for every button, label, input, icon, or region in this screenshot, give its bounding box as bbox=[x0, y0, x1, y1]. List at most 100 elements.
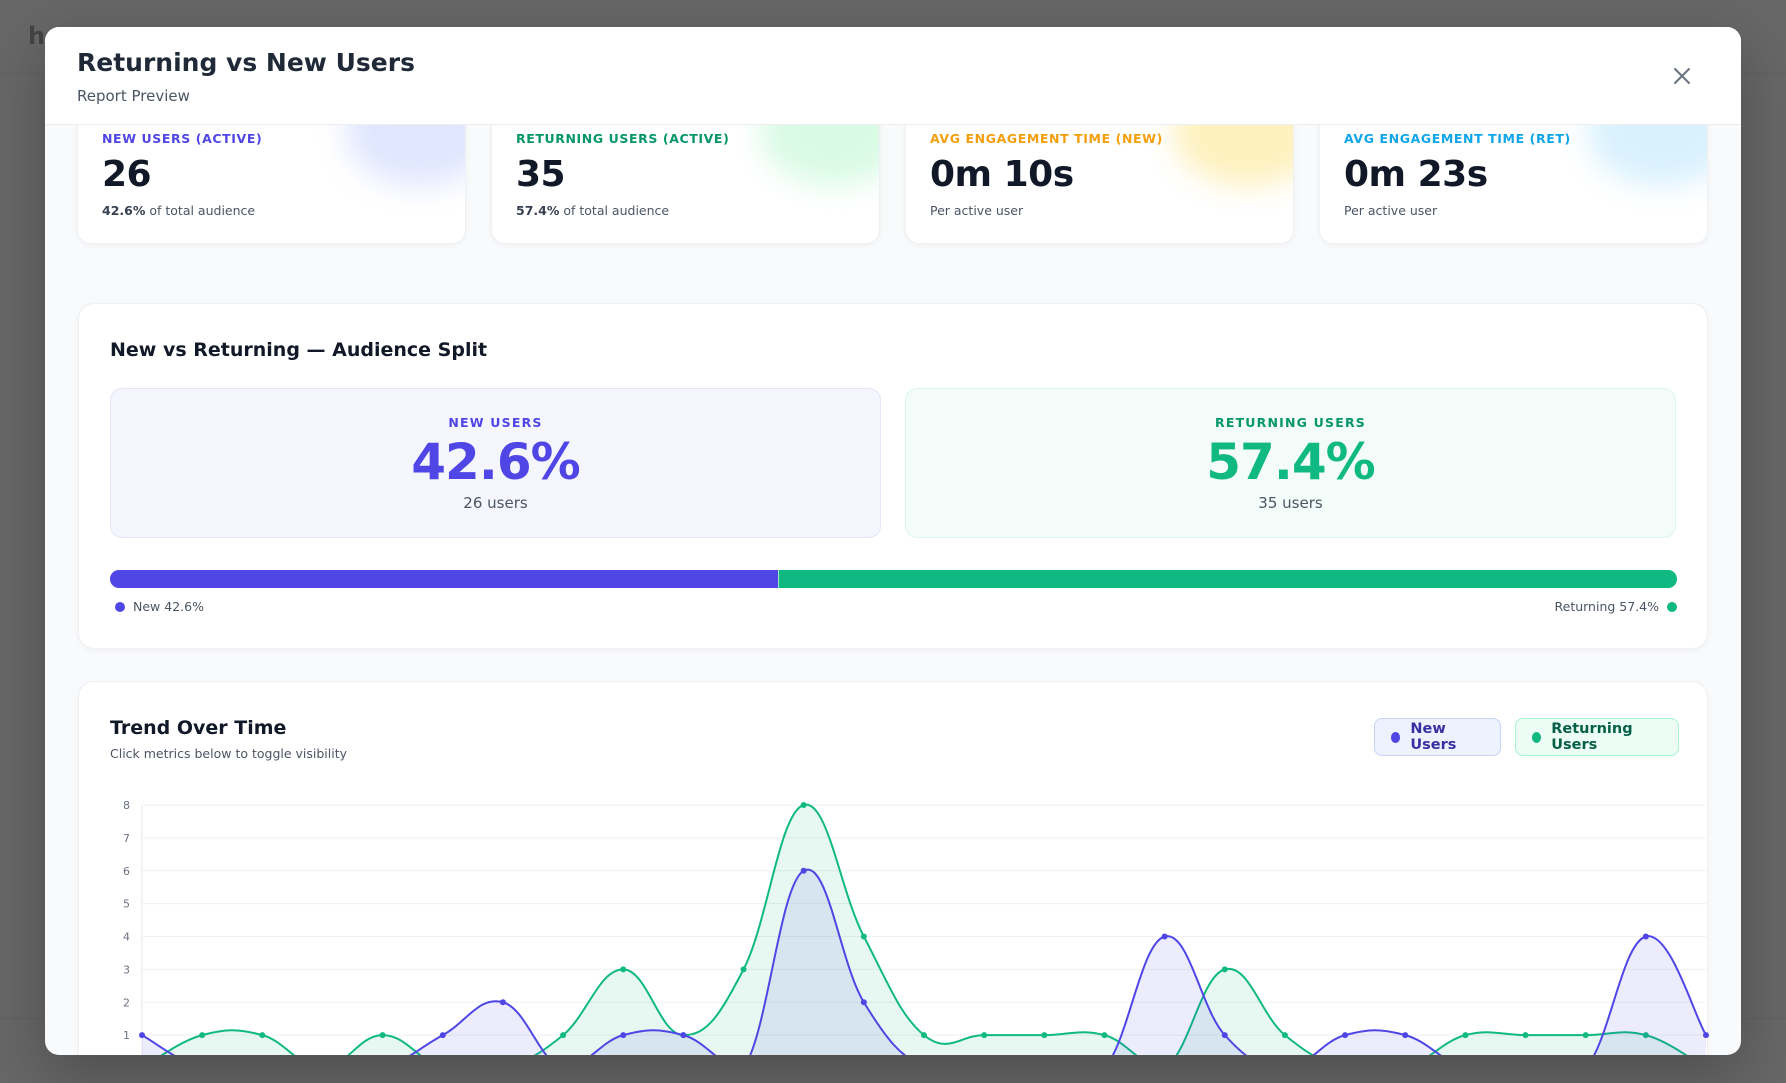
returning-users-point bbox=[620, 966, 627, 973]
stat-note: 57.4% of total audience bbox=[516, 203, 669, 218]
returning-users-point bbox=[1041, 1032, 1048, 1039]
returning-users-point bbox=[860, 933, 867, 940]
y-tick-label: 7 bbox=[123, 832, 130, 845]
y-tick-label: 6 bbox=[123, 865, 130, 878]
new-users-split-count: 26 users bbox=[463, 494, 528, 512]
bar-legend-returning-label: Returning 57.4% bbox=[1554, 599, 1660, 614]
toggle-returning-users-button[interactable]: Returning Users bbox=[1515, 718, 1679, 756]
returning-users-dot-icon bbox=[1532, 731, 1542, 743]
stat-note-text: Per active user bbox=[930, 203, 1024, 218]
returning-users-point bbox=[921, 1032, 927, 1039]
stat-label: AVG ENGAGEMENT TIME (RET) bbox=[1344, 131, 1571, 146]
returning-users-point bbox=[740, 966, 747, 973]
bar-legend-new-label: New 42.6% bbox=[133, 599, 204, 614]
y-tick-label: 1 bbox=[123, 1029, 130, 1042]
toggle-new-users-label: New Users bbox=[1410, 721, 1457, 753]
returning-users-point bbox=[199, 1032, 206, 1039]
returning-users-area bbox=[162, 804, 1686, 1055]
stat-note-percent: 42.6% bbox=[102, 203, 146, 218]
trend-subtitle: Click metrics below to toggle visibility bbox=[110, 746, 348, 761]
new-users-dot-icon bbox=[1391, 731, 1401, 743]
bar-legend-returning: Returning 57.4% bbox=[1554, 599, 1677, 614]
bar-divider bbox=[778, 570, 779, 588]
modal-header: Returning vs New Users Report Preview bbox=[45, 27, 1741, 125]
modal-title: Returning vs New Users bbox=[77, 48, 415, 77]
trend-panel: Trend Over Time Click metrics below to t… bbox=[78, 681, 1709, 1055]
card-glow bbox=[759, 125, 879, 186]
stat-card-returning-users: RETURNING USERS (ACTIVE) 35 57.4% of tot… bbox=[491, 125, 880, 244]
trend-title: Trend Over Time bbox=[110, 717, 287, 739]
returning-users-point bbox=[1642, 1032, 1649, 1039]
new-users-point bbox=[439, 1032, 446, 1039]
new-users-split-box: NEW USERS 42.6% 26 users bbox=[110, 388, 881, 538]
new-users-dot-icon bbox=[115, 601, 125, 612]
returning-users-point bbox=[1582, 1032, 1589, 1039]
returning-users-point bbox=[1101, 1032, 1108, 1039]
modal-subtitle: Report Preview bbox=[77, 87, 190, 105]
new-users-point bbox=[139, 1032, 145, 1039]
stat-label: NEW USERS (ACTIVE) bbox=[102, 131, 263, 146]
y-tick-label: 8 bbox=[123, 799, 130, 812]
stat-note: 42.6% of total audience bbox=[102, 203, 255, 218]
stat-card-engagement-returning: AVG ENGAGEMENT TIME (RET) 0m 23s Per act… bbox=[1319, 125, 1708, 244]
returning-users-split-box: RETURNING USERS 57.4% 35 users bbox=[905, 388, 1676, 538]
returning-users-bar-segment bbox=[778, 570, 1677, 588]
close-icon bbox=[1674, 68, 1690, 84]
stat-label: AVG ENGAGEMENT TIME (NEW) bbox=[930, 131, 1163, 146]
audience-split-bar bbox=[110, 570, 1677, 588]
returning-users-point bbox=[1462, 1032, 1469, 1039]
stat-note: Per active user bbox=[930, 203, 1023, 218]
stat-card-new-users: NEW USERS (ACTIVE) 26 42.6% of total aud… bbox=[77, 125, 466, 244]
new-users-point bbox=[860, 999, 867, 1006]
card-glow bbox=[1587, 125, 1707, 186]
returning-users-point bbox=[800, 802, 807, 808]
close-button[interactable] bbox=[1667, 61, 1697, 91]
toggle-returning-users-label: Returning Users bbox=[1551, 721, 1633, 753]
returning-users-point bbox=[1221, 966, 1228, 973]
trend-chart[interactable]: 012345678 bbox=[79, 682, 1709, 1055]
stat-label: RETURNING USERS (ACTIVE) bbox=[516, 131, 730, 146]
new-users-point bbox=[800, 867, 807, 874]
stat-value: 26 bbox=[102, 154, 152, 195]
new-users-point bbox=[620, 1032, 627, 1039]
returning-users-split-percent: 57.4% bbox=[1206, 433, 1375, 491]
returning-users-point bbox=[1522, 1032, 1529, 1039]
new-users-point bbox=[1402, 1032, 1409, 1039]
returning-users-split-count: 35 users bbox=[1258, 494, 1323, 512]
stat-note-text: Per active user bbox=[1344, 203, 1438, 218]
returning-users-point bbox=[981, 1032, 988, 1039]
y-tick-label: 3 bbox=[123, 963, 130, 976]
stat-note-text: of total audience bbox=[559, 203, 670, 218]
stat-value: 35 bbox=[516, 154, 566, 195]
returning-users-line bbox=[160, 803, 1688, 1055]
stat-note-text: of total audience bbox=[145, 203, 256, 218]
audience-split-panel: New vs Returning — Audience Split NEW US… bbox=[78, 303, 1708, 649]
new-users-point bbox=[680, 1032, 687, 1039]
card-glow bbox=[1173, 125, 1293, 186]
stat-note-percent: 57.4% bbox=[516, 203, 560, 218]
modal-body[interactable]: NEW USERS (ACTIVE) 26 42.6% of total aud… bbox=[45, 125, 1741, 1055]
card-glow bbox=[345, 125, 465, 186]
bar-legend-new: New 42.6% bbox=[115, 599, 204, 614]
y-tick-label: 5 bbox=[123, 898, 130, 911]
new-users-point bbox=[1221, 1032, 1228, 1039]
toggle-new-users-button[interactable]: New Users bbox=[1374, 718, 1501, 756]
new-users-point bbox=[499, 999, 506, 1006]
new-users-area bbox=[142, 869, 1706, 1055]
new-users-bar-segment bbox=[110, 570, 778, 588]
audience-split-title: New vs Returning — Audience Split bbox=[110, 339, 488, 361]
stat-note: Per active user bbox=[1344, 203, 1437, 218]
new-users-split-label: NEW USERS bbox=[448, 415, 543, 430]
new-users-point bbox=[1703, 1032, 1709, 1039]
returning-users-dot-icon bbox=[1667, 601, 1677, 612]
new-users-point bbox=[1342, 1032, 1349, 1039]
stat-card-engagement-new: AVG ENGAGEMENT TIME (NEW) 0m 10s Per act… bbox=[905, 125, 1294, 244]
report-preview-modal: Returning vs New Users Report Preview NE… bbox=[45, 27, 1741, 1055]
new-users-point bbox=[1161, 933, 1168, 940]
y-tick-label: 2 bbox=[123, 996, 130, 1009]
y-tick-label: 4 bbox=[123, 931, 130, 944]
returning-users-point bbox=[259, 1032, 266, 1039]
returning-users-split-label: RETURNING USERS bbox=[1215, 415, 1366, 430]
stat-value: 0m 23s bbox=[1344, 154, 1488, 195]
returning-users-point bbox=[379, 1032, 386, 1039]
